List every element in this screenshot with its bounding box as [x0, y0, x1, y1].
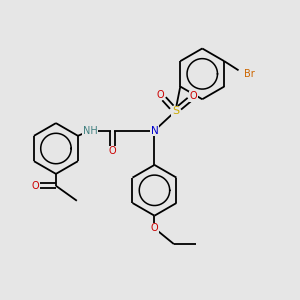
- Text: NH: NH: [83, 126, 98, 136]
- Text: N: N: [151, 126, 158, 136]
- Text: O: O: [157, 90, 164, 100]
- Text: O: O: [151, 223, 158, 233]
- Text: S: S: [172, 106, 179, 116]
- Text: Br: Br: [244, 69, 255, 79]
- Text: O: O: [109, 146, 116, 157]
- Text: O: O: [190, 91, 197, 101]
- Text: O: O: [31, 181, 39, 191]
